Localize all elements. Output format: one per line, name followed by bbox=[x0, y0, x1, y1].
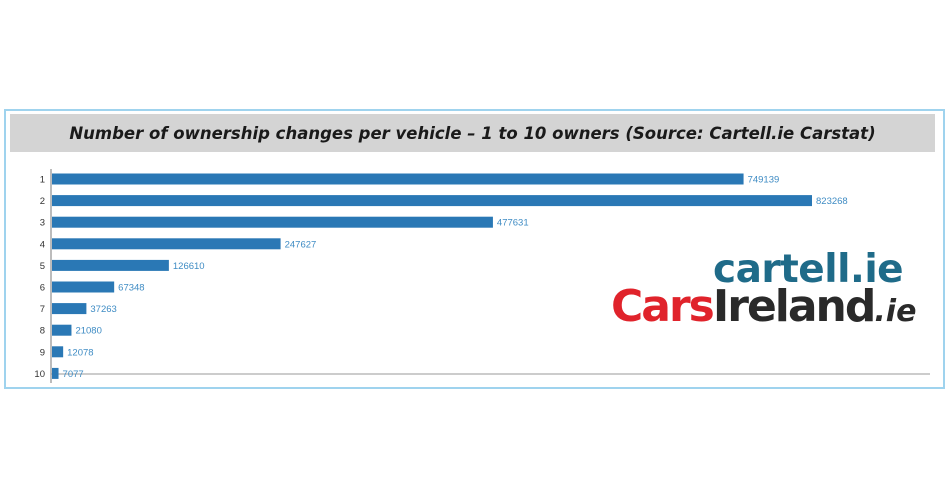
data-label-4: 247627 bbox=[285, 239, 317, 250]
y-tick-label-5: 5 bbox=[40, 261, 45, 272]
y-tick-label-7: 7 bbox=[40, 304, 45, 315]
bar-9 bbox=[52, 346, 64, 358]
bar-5 bbox=[52, 259, 169, 271]
y-tick-label-3: 3 bbox=[40, 218, 45, 229]
chart-title-bar: Number of ownership changes per vehicle … bbox=[10, 114, 935, 152]
data-label-7: 37263 bbox=[90, 304, 116, 315]
bar-2 bbox=[52, 195, 812, 207]
bar-8 bbox=[52, 324, 72, 336]
y-tick-label-2: 2 bbox=[40, 196, 45, 207]
bar-6 bbox=[52, 281, 115, 293]
data-label-3: 477631 bbox=[497, 218, 529, 229]
y-tick-label-1: 1 bbox=[40, 175, 45, 186]
data-label-1: 749139 bbox=[748, 175, 780, 186]
bar-4 bbox=[52, 238, 281, 250]
bar-10 bbox=[52, 367, 59, 379]
bar-1 bbox=[52, 173, 744, 185]
data-label-10: 7077 bbox=[63, 369, 84, 380]
y-tick-label-9: 9 bbox=[40, 347, 45, 358]
bar-7 bbox=[52, 303, 87, 315]
cartell-logo: cartell.ie bbox=[713, 247, 904, 292]
data-label-2: 823268 bbox=[816, 196, 848, 207]
y-tick-label-6: 6 bbox=[40, 283, 45, 294]
y-tick-label-10: 10 bbox=[34, 369, 45, 380]
data-label-5: 126610 bbox=[173, 261, 205, 272]
y-tick-label-8: 8 bbox=[40, 326, 45, 337]
y-tick-label-4: 4 bbox=[40, 239, 45, 250]
carsireland-logo: CarsIreland.ie bbox=[611, 281, 917, 332]
data-label-9: 12078 bbox=[67, 347, 93, 358]
data-label-6: 67348 bbox=[118, 283, 144, 294]
bar-3 bbox=[52, 216, 493, 228]
chart-title: Number of ownership changes per vehicle … bbox=[69, 123, 876, 143]
data-label-8: 21080 bbox=[75, 326, 101, 337]
